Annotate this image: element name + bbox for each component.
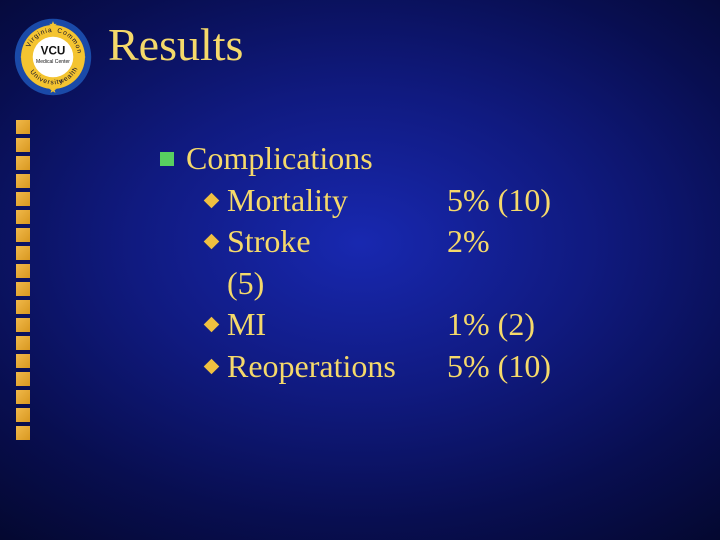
decor-square bbox=[16, 426, 30, 440]
complication-label: Stroke bbox=[227, 221, 447, 263]
heading-row: Complications bbox=[160, 138, 660, 180]
diamond-bullet-icon bbox=[204, 359, 220, 375]
vcu-logo: VCU Medical Center Virginia Common wealt… bbox=[14, 18, 92, 96]
complication-value: 1% (2) bbox=[447, 304, 535, 346]
decor-squares bbox=[16, 120, 30, 440]
complication-row: Mortality5% (10) bbox=[206, 180, 660, 222]
diamond-bullet-icon bbox=[204, 234, 220, 250]
decor-square bbox=[16, 300, 30, 314]
complication-row: Reoperations5% (10) bbox=[206, 346, 660, 388]
complication-row: Stroke2% bbox=[206, 221, 660, 263]
decor-square bbox=[16, 156, 30, 170]
vcu-logo-svg: VCU Medical Center Virginia Common wealt… bbox=[14, 18, 92, 96]
complication-value: 2% bbox=[447, 221, 490, 263]
complication-extra: (5) bbox=[206, 263, 660, 305]
decor-square bbox=[16, 210, 30, 224]
decor-square bbox=[16, 264, 30, 278]
diamond-bullet-icon bbox=[204, 317, 220, 333]
heading-text: Complications bbox=[186, 138, 373, 180]
decor-square bbox=[16, 408, 30, 422]
complication-label: MI bbox=[227, 304, 447, 346]
diamond-bullet-icon bbox=[204, 192, 220, 208]
complication-label: Mortality bbox=[227, 180, 447, 222]
slide-title: Results bbox=[108, 18, 243, 71]
complication-label: Reoperations bbox=[227, 346, 447, 388]
content-block: Complications Mortality5% (10)Stroke2%(5… bbox=[160, 138, 660, 388]
decor-square bbox=[16, 336, 30, 350]
decor-square bbox=[16, 192, 30, 206]
decor-square bbox=[16, 318, 30, 332]
decor-square bbox=[16, 372, 30, 386]
decor-square bbox=[16, 228, 30, 242]
decor-square bbox=[16, 390, 30, 404]
decor-square bbox=[16, 138, 30, 152]
logo-center-bottom: Medical Center bbox=[36, 59, 70, 65]
logo-center-top: VCU bbox=[41, 45, 66, 58]
decor-square bbox=[16, 246, 30, 260]
decor-square bbox=[16, 174, 30, 188]
complication-value: 5% (10) bbox=[447, 180, 551, 222]
decor-square bbox=[16, 282, 30, 296]
square-bullet-icon bbox=[160, 152, 174, 166]
decor-square bbox=[16, 120, 30, 134]
decor-square bbox=[16, 354, 30, 368]
complication-row: MI1% (2) bbox=[206, 304, 660, 346]
complication-value: 5% (10) bbox=[447, 346, 551, 388]
